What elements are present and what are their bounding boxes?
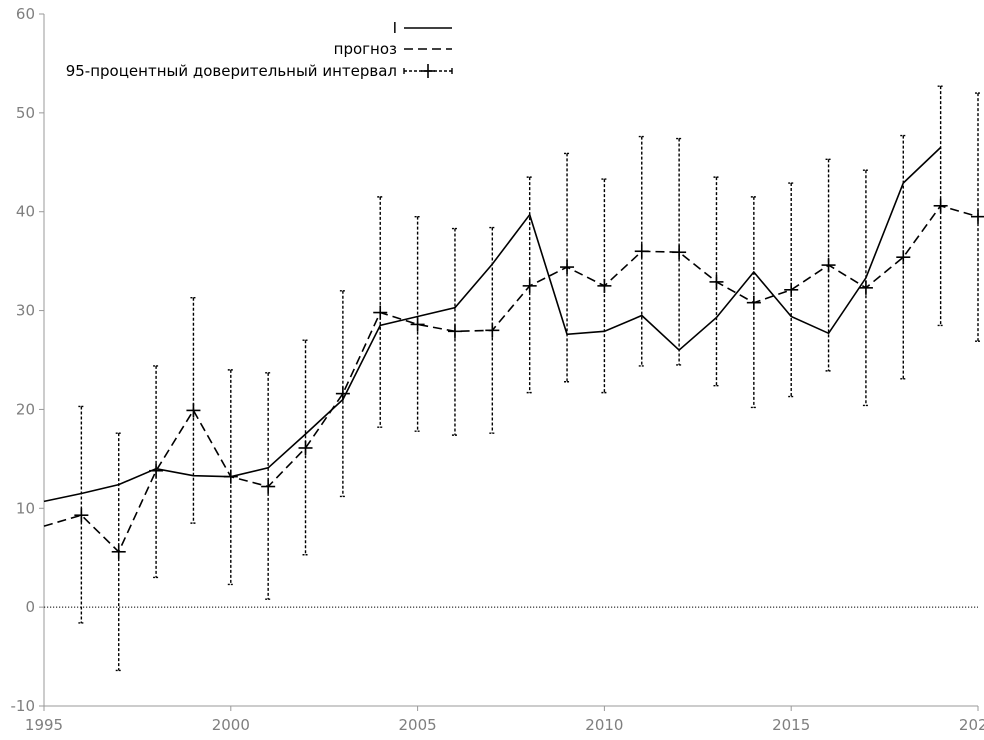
series-lines	[43, 146, 979, 554]
y-tick-label-0: 0	[25, 598, 35, 616]
y-tick-label--10: -10	[11, 697, 36, 715]
y-tick-label-50: 50	[16, 104, 35, 122]
series-line-0	[43, 146, 942, 503]
y-tick-label-40: 40	[16, 203, 35, 221]
y-tick-label-30: 30	[16, 302, 35, 320]
series-line-1	[43, 204, 979, 554]
confidence-interval-series	[78, 85, 981, 672]
x-tick-label-2010: 2010	[585, 716, 623, 734]
legend-label-0: I	[393, 19, 397, 37]
x-tick-label-2000: 2000	[212, 716, 250, 734]
x-tick-label-2005: 2005	[399, 716, 437, 734]
x-tick-label-2015: 2015	[772, 716, 810, 734]
axes: -10 0 10 20 30 40 50 60 1995 2000 2005 2010 2015 2020	[11, 5, 984, 734]
legend-label-1: прогноз	[334, 40, 397, 58]
y-tick-label-20: 20	[16, 400, 35, 418]
x-tick-label-2020: 2020	[959, 716, 984, 734]
y-tick-label-10: 10	[16, 499, 35, 517]
y-tick-label-60: 60	[16, 5, 35, 23]
legend-label-2: 95-процентный доверительный интервал	[66, 62, 397, 80]
x-tick-label-1995: 1995	[25, 716, 63, 734]
forecast-markers	[74, 198, 984, 559]
